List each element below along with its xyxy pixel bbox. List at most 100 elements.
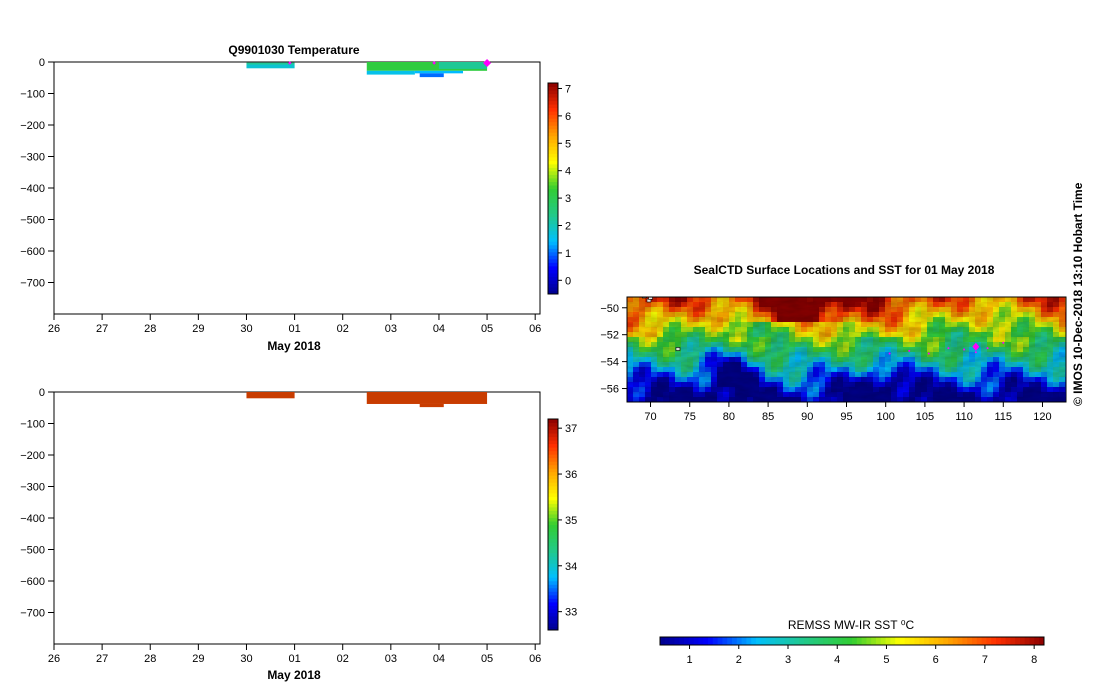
- sst-colorbar-segment: [928, 637, 935, 645]
- sst-colorbar-segment: [981, 637, 987, 645]
- colorbar-segment: [548, 251, 558, 256]
- colorbar-segment: [548, 447, 558, 452]
- track-point: [908, 349, 911, 352]
- map-y-tick-label: −50: [600, 303, 619, 315]
- colorbar-segment: [548, 135, 558, 140]
- colorbar-segment: [548, 234, 558, 239]
- colorbar-segment: [548, 499, 558, 504]
- track-point: [947, 347, 950, 350]
- sst-colorbar-segment: [924, 637, 930, 645]
- sst-colorbar-segment: [756, 637, 762, 645]
- sst-colorbar-segment: [856, 637, 863, 645]
- x-tick-label: 01: [288, 653, 300, 665]
- salinity-panel: 0 −100 −200 −300 −400 −500 −600 −700 26 27 28 29 30…: [20, 387, 577, 682]
- y-tick-label: −400: [20, 513, 45, 525]
- sst-colorbar-segment: [876, 637, 882, 645]
- map-y-tick-label: −54: [600, 357, 619, 369]
- sst-colorbar: 1 2 3 4 5 6 7 8: [659, 636, 1045, 666]
- temperature-data: [246, 62, 488, 78]
- sst-colorbar-segment: [760, 637, 767, 645]
- colorbar-segment: [548, 206, 558, 211]
- sst-colorbar-segment: [1010, 637, 1016, 645]
- map-x-tick-label: 95: [840, 411, 852, 423]
- colorbar-segment: [548, 478, 558, 483]
- sst-colorbar-segment: [775, 637, 781, 645]
- colorbar-segment: [548, 107, 558, 112]
- sst-colorbar-segment: [943, 637, 949, 645]
- sst-colorbar-segment: [967, 637, 973, 645]
- colorbar-segment: [548, 471, 558, 476]
- y-tick-label: −500: [20, 545, 45, 557]
- x-tick-label: 26: [48, 653, 60, 665]
- map-x-tick-label: 110: [955, 411, 973, 423]
- sst-colorbar-segment: [991, 637, 997, 645]
- sst-colorbar-segment: [861, 637, 867, 645]
- y-tick-label: −700: [20, 608, 45, 620]
- colorbar-segment: [548, 552, 558, 557]
- colorbar-frame: [547, 82, 559, 295]
- x-tick-label: 26: [48, 323, 60, 335]
- colorbar-segment: [548, 419, 558, 424]
- colorbar-segment: [548, 220, 558, 225]
- sst-map-panel: SealCTD Surface Locations and SST for 01…: [600, 263, 1067, 666]
- y-tick-label: 0: [39, 387, 45, 399]
- colorbar-segment: [548, 177, 558, 182]
- map-x-tick-label: 70: [644, 411, 656, 423]
- colorbar-segment: [548, 241, 558, 246]
- x-tick-label: 06: [529, 323, 541, 335]
- colorbar-segment: [548, 125, 558, 130]
- colorbar-tick-label: 7: [565, 83, 571, 95]
- colorbar-segment: [548, 248, 558, 253]
- colorbar-segment: [548, 580, 558, 585]
- colorbar-segment: [548, 167, 558, 172]
- colorbar-segment: [548, 584, 558, 589]
- colorbar-segment: [548, 563, 558, 568]
- colorbar-segment: [548, 594, 558, 599]
- colorbar-segment: [548, 440, 558, 445]
- map-x-tick-label: 120: [1033, 411, 1051, 423]
- temperature-x-axis: 26 27 28 29 30 01 02 03 04 05 06: [48, 314, 541, 335]
- colorbar-segment: [548, 503, 558, 508]
- colorbar-segment: [548, 608, 558, 613]
- colorbar-segment: [548, 485, 558, 490]
- salinity-x-axis: 26 27 28 29 30 01 02 03 04 05 06: [48, 644, 541, 665]
- sst-colorbar-segment: [732, 637, 738, 645]
- temperature-markers: [287, 59, 492, 67]
- colorbar-tick-label: 36: [565, 469, 577, 481]
- y-tick-label: −600: [20, 246, 45, 258]
- sst-colorbar-segment: [871, 637, 877, 645]
- colorbar-segment: [548, 262, 558, 267]
- y-tick-label: 0: [39, 57, 45, 69]
- colorbar-segment: [548, 570, 558, 575]
- colorbar-segment: [548, 244, 558, 249]
- colorbar-segment: [548, 195, 558, 200]
- colorbar-segment: [548, 184, 558, 189]
- x-tick-label: 29: [192, 323, 204, 335]
- colorbar-segment: [548, 464, 558, 469]
- sst-colorbar-segment: [708, 637, 714, 645]
- profile-cell: [366, 62, 488, 71]
- sst-colorbar-segment: [660, 637, 666, 645]
- colorbar-segment: [548, 174, 558, 179]
- x-tick-label: 28: [144, 653, 156, 665]
- sst-colorbar-segment: [962, 637, 968, 645]
- x-tick-label: 06: [529, 653, 541, 665]
- colorbar-tick-label: 3: [565, 193, 571, 205]
- sst-colorbar-segment: [852, 637, 858, 645]
- colorbar-segment: [548, 619, 558, 624]
- colorbar-segment: [548, 422, 558, 427]
- colorbar-segment: [548, 542, 558, 547]
- position-marker: [287, 61, 292, 65]
- map-x-tick-label: 85: [762, 411, 774, 423]
- sst-colorbar-segment: [780, 637, 786, 645]
- x-tick-label: 03: [385, 653, 397, 665]
- colorbar-segment: [548, 615, 558, 620]
- map-y-tick-label: −52: [600, 330, 619, 342]
- sst-colorbar-segment: [684, 637, 690, 645]
- sst-colorbar-segment: [784, 637, 791, 645]
- colorbar-segment: [548, 283, 558, 288]
- profile-cell: [246, 392, 295, 399]
- x-tick-label: 02: [337, 653, 349, 665]
- x-tick-label: 04: [433, 653, 445, 665]
- y-tick-label: −500: [20, 215, 45, 227]
